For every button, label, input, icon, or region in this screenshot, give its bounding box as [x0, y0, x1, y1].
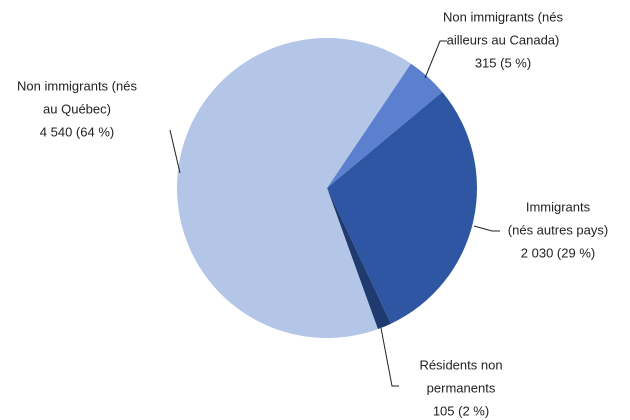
category-label: Immigrants — [526, 199, 591, 214]
leader-line — [424, 40, 447, 79]
category-label: permanents — [427, 380, 496, 395]
value-label: 315 (5 %) — [475, 55, 531, 70]
leader-line — [473, 225, 500, 232]
leader-line — [169, 129, 181, 174]
value-label: 2 030 (29 %) — [521, 245, 595, 260]
category-label: ailleurs au Canada) — [447, 32, 560, 47]
category-label: au Québec) — [43, 101, 111, 116]
value-label: 105 (2 %) — [433, 403, 489, 418]
pie-slice — [327, 188, 391, 330]
pie-slice — [327, 63, 443, 188]
leader-line — [380, 327, 399, 387]
pie-slice — [176, 38, 411, 339]
pie-slice — [327, 92, 478, 324]
category-label: (nés autres pays) — [508, 222, 608, 237]
category-label: Non immigrants (nés — [443, 9, 563, 24]
category-label: Non immigrants (nés — [17, 78, 137, 93]
category-label: Résidents non — [419, 357, 502, 372]
value-label: 4 540 (64 %) — [40, 124, 114, 139]
